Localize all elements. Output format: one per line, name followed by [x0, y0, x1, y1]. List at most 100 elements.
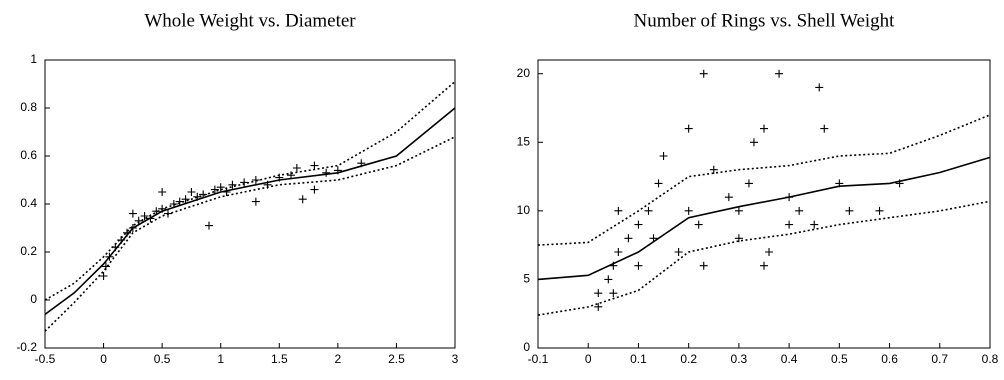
data-point: [123, 228, 131, 237]
data-point: [734, 206, 743, 215]
data-point: [134, 216, 143, 225]
plot-frame: [44, 59, 456, 349]
data-point: [128, 224, 137, 232]
data-point: [193, 192, 202, 201]
x-tick-label: -0.1: [528, 352, 549, 366]
x-tick-label: 0.7: [931, 352, 948, 366]
y-tick-label: 0.6: [20, 148, 37, 162]
data-point: [609, 261, 618, 270]
data-point: [634, 220, 643, 229]
data-point: [140, 212, 149, 220]
data-point: [749, 138, 758, 147]
data-point: [158, 188, 167, 196]
data-point: [222, 188, 231, 196]
data-point: [216, 183, 225, 192]
x-tick-label: 0: [585, 352, 592, 366]
data-point: [111, 243, 120, 252]
y-tick-label: 0: [523, 340, 530, 354]
x-tick-label: 2: [335, 352, 342, 366]
data-point: [614, 206, 623, 215]
data-point: [815, 83, 824, 92]
data-point: [357, 159, 366, 168]
x-tick-label: 0: [100, 352, 107, 366]
data-point: [795, 206, 804, 215]
data-point: [845, 206, 854, 215]
data-point: [744, 179, 753, 188]
data-point: [644, 206, 653, 215]
data-point: [785, 193, 794, 202]
plot-frame: [537, 59, 991, 349]
data-point: [760, 261, 768, 270]
data-point: [310, 185, 319, 194]
data-point: [298, 195, 307, 204]
y-tick-label: 1: [30, 52, 37, 66]
x-tick-label: 0.3: [731, 352, 748, 366]
data-point: [263, 180, 272, 189]
data-point: [699, 261, 708, 270]
data-point: [333, 166, 342, 175]
data-point: [684, 206, 693, 215]
x-tick-label: 0.5: [154, 352, 171, 366]
y-tick-label: 0.8: [20, 100, 37, 114]
chart-title: Whole Weight vs. Diameter: [144, 10, 356, 31]
data-point: [810, 220, 819, 229]
data-point: [775, 69, 784, 78]
data-point: [875, 206, 884, 215]
data-point: [251, 197, 260, 206]
data-point: [146, 214, 155, 223]
data-point: [164, 209, 172, 218]
y-tick-label: 20: [517, 66, 531, 80]
data-point: [699, 69, 708, 78]
x-tick-label: 0.2: [680, 352, 697, 366]
data-point: [654, 179, 663, 188]
fit-line: [537, 156, 991, 281]
x-tick-label: 1.5: [271, 352, 288, 366]
data-point: [187, 188, 196, 196]
x-tick-label: 0.1: [630, 352, 647, 366]
data-point: [694, 220, 703, 229]
data-point: [158, 204, 167, 213]
data-point: [99, 272, 108, 280]
data-point: [287, 171, 295, 180]
data-point: [624, 234, 633, 243]
y-tick-label: 0.4: [20, 196, 37, 210]
x-tick-label: 0.6: [881, 352, 898, 366]
data-point: [210, 185, 219, 194]
x-tick-label: 3: [452, 352, 459, 366]
data-point: [674, 248, 683, 256]
data-point: [649, 234, 658, 243]
data-point: [292, 164, 301, 172]
x-tick-label: 0.8: [982, 352, 999, 366]
data-point: [175, 197, 184, 206]
data-point: [785, 220, 794, 229]
y-tick-label: 0: [30, 292, 37, 306]
data-point: [765, 248, 774, 256]
data-point: [275, 173, 284, 182]
y-tick-label: 5: [523, 272, 530, 286]
x-tick-label: 0.5: [831, 352, 848, 366]
data-point: [659, 152, 668, 160]
data-point: [594, 289, 603, 298]
data-point: [105, 252, 114, 261]
x-tick-label: 2.5: [388, 352, 405, 366]
data-point: [169, 200, 178, 208]
data-point: [604, 275, 613, 284]
data-point: [634, 261, 643, 270]
x-tick-label: -0.5: [35, 352, 56, 366]
upper-line: [44, 80, 456, 301]
data-point: [128, 209, 137, 218]
chart-title: Number of Rings vs. Shell Weight: [634, 10, 896, 31]
data-point: [820, 124, 829, 133]
data-point: [895, 179, 904, 188]
y-tick-label: 0.2: [20, 244, 37, 258]
lower-line: [537, 200, 991, 316]
data-point: [152, 207, 161, 216]
upper-line: [537, 114, 991, 246]
data-point: [240, 178, 249, 187]
data-point: [609, 289, 618, 298]
data-point: [684, 124, 693, 133]
data-point: [760, 124, 768, 133]
data-point: [734, 234, 743, 243]
lower-line: [44, 136, 456, 332]
